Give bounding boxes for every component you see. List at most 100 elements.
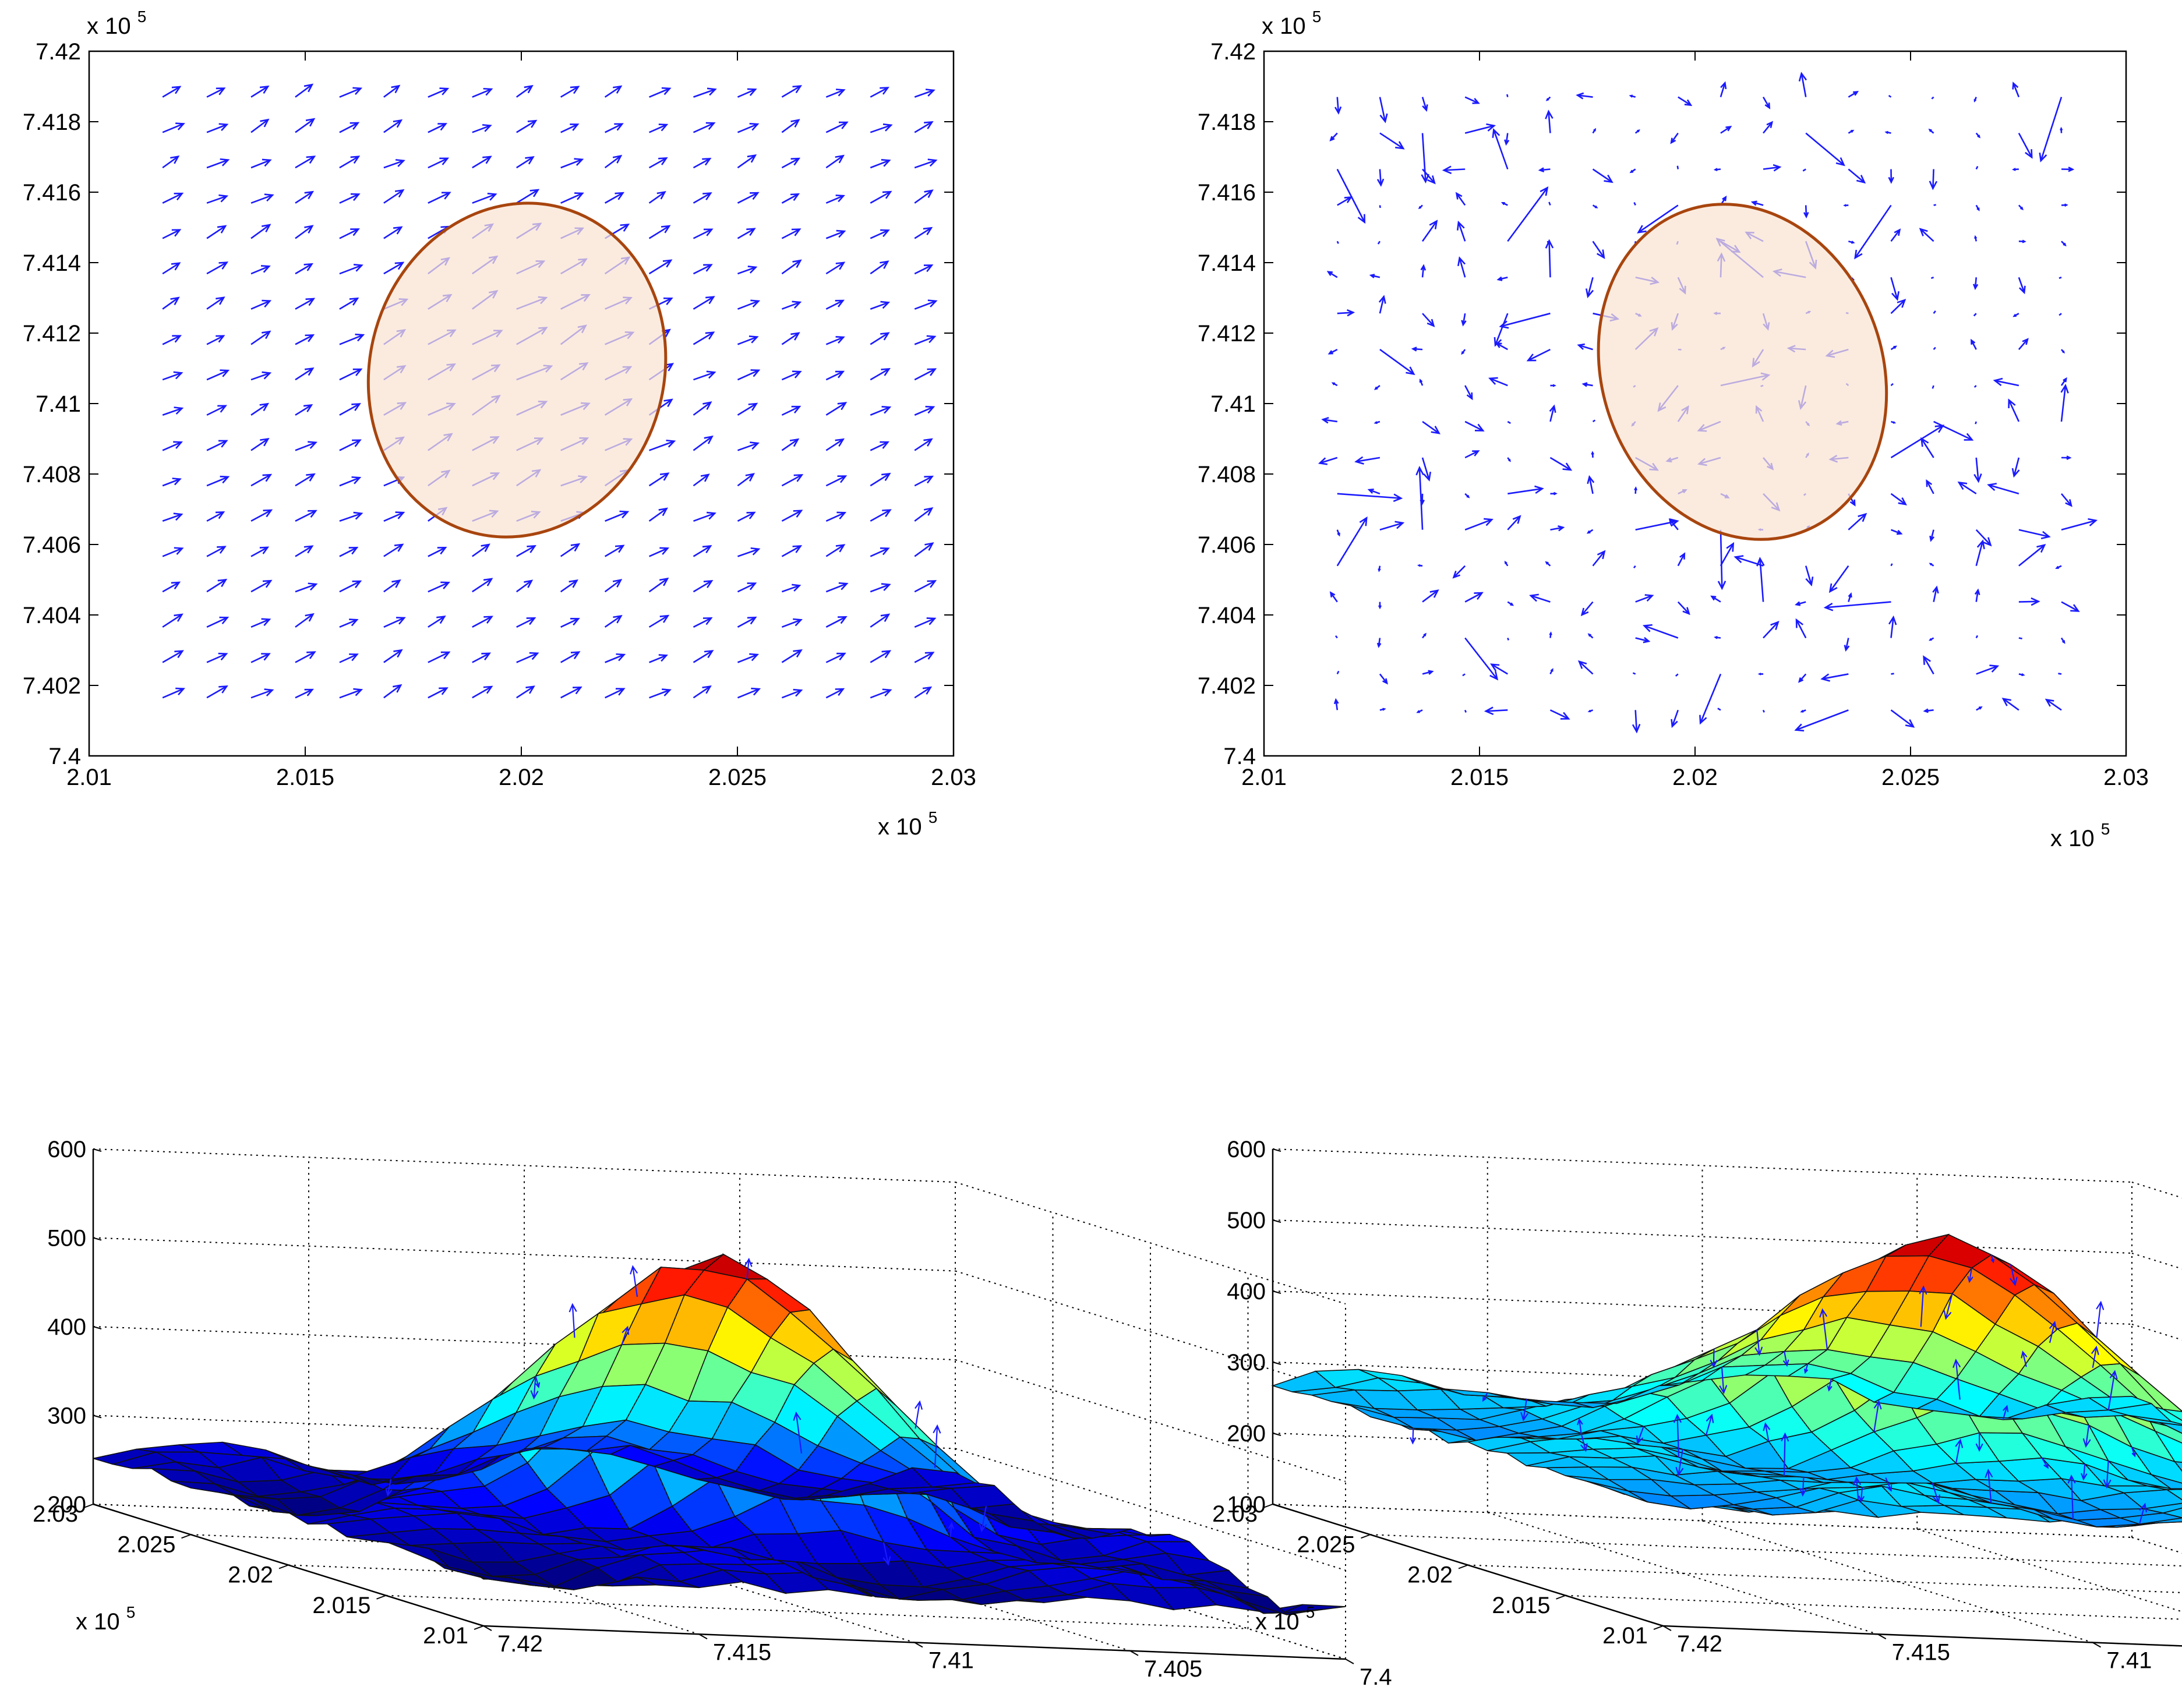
arrow-shaft [206, 579, 227, 593]
arrow-head [662, 688, 672, 696]
arrow-shaft [1507, 638, 1510, 641]
arrow-head [394, 543, 404, 552]
surface-panel-bottom-right: 100 200 300 400 500 600 2.03 2.025 2.02 2.015 2.01… [1212, 1137, 2182, 1674]
arrow-head [790, 119, 800, 128]
arrow-shaft [560, 158, 582, 169]
arrow-head [1684, 99, 1693, 107]
wall-grid-line [955, 1359, 1346, 1482]
y-tick-label: 7.406 [23, 532, 81, 558]
arrow-head [1993, 377, 2003, 386]
arrow-shaft [1578, 344, 1593, 351]
arrow-shaft [339, 298, 358, 310]
arrow-head [1782, 1359, 1789, 1367]
arrow-head [923, 227, 933, 235]
arrow-head [750, 369, 761, 377]
arrow-head [835, 688, 845, 696]
arrow-shaft [250, 159, 271, 169]
arrow-head [1337, 532, 1340, 537]
arrow-shaft [206, 159, 229, 169]
x-tick-label: 2.025 [117, 1532, 175, 1557]
arrow-shaft [693, 401, 711, 416]
arrow-shaft [1671, 132, 1679, 143]
y-tick-label: 7.404 [23, 603, 81, 628]
arrow-shaft [295, 613, 314, 628]
arrow-head [1636, 1435, 1644, 1445]
arrow-shaft [250, 372, 270, 381]
arrow-head [1545, 98, 1549, 101]
y-tick-label: 7.415 [1892, 1639, 1950, 1665]
arrow-head [350, 193, 361, 201]
arrow-shaft [1933, 310, 1936, 314]
z-tick-label: 600 [1227, 1137, 1266, 1162]
arrow-shaft [649, 87, 670, 98]
x-axis-multiplier: x 10 5 [1255, 1603, 1315, 1635]
arrow-shaft [339, 619, 358, 628]
arrow-head [882, 123, 893, 132]
surface-normals [1410, 1254, 2148, 1525]
arrow-head [656, 191, 666, 200]
z-tick-mark [1272, 1148, 1281, 1152]
z-tick-label: 500 [47, 1226, 86, 1251]
arrow-head [793, 688, 803, 697]
arrow-shaft [1379, 97, 1386, 122]
arrow-shaft [2138, 1504, 2146, 1525]
arrow-head [1706, 1413, 1714, 1423]
arrow-head [395, 511, 405, 519]
surface-mesh [1271, 1233, 2182, 1528]
arrow-head [1989, 664, 2000, 673]
arrow-head [747, 88, 757, 96]
z-tick-label: 100 [1227, 1492, 1266, 1518]
arrow-shaft [206, 511, 224, 522]
arrow-head [880, 441, 889, 449]
arrow-shaft [1795, 619, 1807, 639]
arrow-shaft [162, 229, 181, 239]
arrow-shaft [428, 123, 446, 133]
arrow-shaft [2018, 277, 2025, 293]
arrow-shaft [737, 89, 756, 98]
arrow-shaft [428, 687, 447, 699]
arrow-head [352, 580, 362, 589]
arrow-head [1893, 421, 1897, 424]
arrow-head [305, 613, 315, 622]
arrow-shaft [882, 1542, 889, 1565]
arrow-head [1632, 724, 1641, 734]
arrow-head [1333, 698, 1339, 705]
arrow-shaft [737, 617, 756, 628]
arrow-shaft [162, 478, 181, 487]
arrow-shaft [1973, 313, 1977, 317]
x-axis-multiplier: x 10 5 [2050, 820, 2110, 851]
arrow-head [570, 651, 581, 660]
arrow-head [261, 618, 271, 626]
arrow-shaft [1973, 385, 1977, 388]
arrow-head [1794, 723, 1805, 732]
wall-grid-line [93, 1326, 956, 1360]
arrow-shaft [781, 158, 800, 169]
arrow-shaft [621, 1327, 629, 1345]
arrow-shaft [339, 689, 362, 699]
floor-grid-line [1487, 1512, 1879, 1635]
arrow-shaft [693, 650, 713, 663]
arrow-head [2131, 1452, 2136, 1458]
arrow-head [1717, 581, 1726, 590]
y-tick-label: 7.41 [36, 391, 81, 417]
arrow-shaft [162, 335, 181, 345]
arrow-head [835, 544, 846, 553]
arrow-head [2045, 698, 2054, 707]
arrow-head [2139, 1502, 2148, 1512]
arrow-shaft [1336, 97, 1340, 114]
arrow-head [1974, 588, 1980, 595]
arrow-head [2022, 239, 2026, 243]
arrow-shaft [162, 441, 182, 451]
arrow-shaft [472, 155, 491, 169]
arrow-head [2022, 338, 2029, 345]
arrow-shaft [1323, 419, 1337, 423]
arrow-head [835, 438, 845, 447]
arrow-shaft [295, 651, 315, 663]
arrow-head [2064, 203, 2068, 207]
arrow-head [792, 85, 803, 94]
arrow-shaft [781, 474, 803, 487]
arrow-head [1596, 249, 1605, 259]
arrow-head [1327, 350, 1333, 355]
arrow-head [1545, 561, 1549, 565]
arrow-shaft [1319, 457, 1338, 464]
